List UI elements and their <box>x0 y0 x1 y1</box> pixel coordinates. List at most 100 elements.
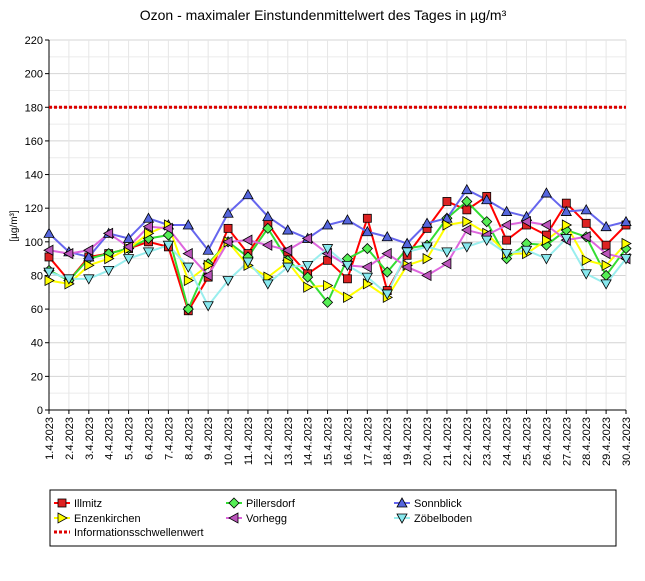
data-point-zöbelboden <box>103 266 115 277</box>
data-point-illmitz <box>362 213 372 223</box>
y-tick-label: 160 <box>25 136 43 148</box>
y-tick-label: 200 <box>25 69 43 81</box>
data-point-pillersdorf <box>262 222 274 234</box>
y-tick-label: 80 <box>31 270 43 282</box>
data-point-sonnblick <box>620 215 632 227</box>
data-point-zöbelboden <box>43 267 55 278</box>
x-tick-label: 1.4.2023 <box>44 417 56 460</box>
data-point-illmitz <box>601 240 611 250</box>
data-point-pillersdorf <box>182 303 194 315</box>
data-point-zöbelboden <box>63 274 75 285</box>
axes: 0 20 40 60 80 100 120 140 160 180 200 220 1.4.2023 2.… <box>25 35 633 466</box>
data-point-sonnblick <box>381 230 393 242</box>
y-tick-label: 100 <box>25 237 43 249</box>
data-point-zöbelboden <box>142 247 155 258</box>
x-tick-label: 25.4.2023 <box>522 417 534 466</box>
x-tick-label: 27.4.2023 <box>561 417 573 466</box>
data-point-vorhegg <box>82 244 94 256</box>
data-point-zöbelboden <box>301 260 314 272</box>
data-point-zöbelboden <box>481 235 493 246</box>
x-tick-label: 5.4.2023 <box>124 417 136 460</box>
data-point-sonnblick <box>142 212 155 223</box>
data-point-vorhegg <box>461 224 472 236</box>
data-point-zöbelboden <box>500 249 513 260</box>
data-point-zöbelboden <box>182 262 194 273</box>
x-tick-label: 12.4.2023 <box>263 417 275 466</box>
data-point-enzenkirchen <box>343 291 354 303</box>
x-tick-label: 22.4.2023 <box>462 417 474 466</box>
series-markers <box>43 183 632 316</box>
data-point-sonnblick <box>341 214 354 225</box>
x-tick-label: 26.4.2023 <box>541 417 553 466</box>
data-point-vorhegg <box>580 231 591 243</box>
data-point-zöbelboden <box>361 272 374 283</box>
legend-label-threshold: Informationsschwellenwert <box>74 527 204 539</box>
legend-label-zöbelboden: Zöbelboden <box>414 513 472 525</box>
data-point-zöbelboden <box>282 262 294 273</box>
data-point-zöbelboden <box>580 269 592 280</box>
data-point-vorhegg <box>381 247 392 260</box>
x-tick-label: 16.4.2023 <box>342 417 354 466</box>
data-point-enzenkirchen <box>561 219 573 231</box>
data-point-pillersdorf <box>302 271 314 283</box>
data-point-zöbelboden <box>242 257 254 268</box>
x-tick-label: 9.4.2023 <box>203 417 215 460</box>
data-point-enzenkirchen <box>303 281 314 293</box>
data-point-vorhegg <box>421 269 432 282</box>
data-point-zöbelboden <box>441 247 453 258</box>
data-point-sonnblick <box>222 207 234 218</box>
x-tick-label: 15.4.2023 <box>323 417 335 466</box>
data-point-vorhegg <box>102 227 114 240</box>
x-tick-label: 7.4.2023 <box>163 417 175 460</box>
data-point-illmitz <box>462 205 472 215</box>
data-point-pillersdorf <box>381 266 393 278</box>
data-point-enzenkirchen <box>323 279 334 292</box>
data-point-sonnblick <box>580 204 592 215</box>
data-point-vorhegg <box>202 269 213 282</box>
x-tick-label: 30.4.2023 <box>621 417 633 466</box>
data-point-illmitz <box>223 223 233 233</box>
x-tick-label: 17.4.2023 <box>362 417 374 466</box>
legend-marker-illmitz <box>57 498 67 508</box>
series-line-zöbelboden <box>48 237 627 307</box>
x-tick-label: 6.4.2023 <box>143 417 155 460</box>
legend-label-illmitz: Illmitz <box>74 498 102 510</box>
data-point-zöbelboden <box>560 234 572 245</box>
x-tick-label: 13.4.2023 <box>283 417 295 466</box>
legend-label-enzenkirchen: Enzenkirchen <box>74 513 141 525</box>
data-point-vorhegg <box>520 215 531 228</box>
y-tick-label: 40 <box>31 338 43 350</box>
x-tick-label: 21.4.2023 <box>442 417 454 466</box>
data-point-enzenkirchen <box>183 274 195 287</box>
data-point-vorhegg <box>182 247 193 260</box>
legend-label-sonnblick: Sonnblick <box>414 498 462 510</box>
data-point-sonnblick <box>500 205 513 216</box>
y-tick-label: 220 <box>25 35 43 47</box>
data-point-vorhegg <box>281 244 293 256</box>
data-point-sonnblick <box>421 217 433 228</box>
data-point-vorhegg <box>242 234 253 246</box>
data-point-zöbelboden <box>401 247 413 258</box>
data-point-zöbelboden <box>262 279 274 290</box>
data-point-sonnblick <box>321 219 334 230</box>
y-tick-label: 140 <box>25 170 43 182</box>
data-point-zöbelboden <box>600 279 612 290</box>
data-point-zöbelboden <box>381 289 393 300</box>
data-point-sonnblick <box>401 237 413 248</box>
data-point-sonnblick <box>481 193 493 205</box>
data-point-enzenkirchen <box>462 215 473 228</box>
data-point-sonnblick <box>282 224 294 235</box>
legend: Illmitz Pillersdorf Sonnblick Enzenkirchen V… <box>49 489 617 547</box>
data-point-sonnblick <box>461 183 473 195</box>
data-point-pillersdorf <box>361 242 373 255</box>
x-tick-label: 10.4.2023 <box>223 417 235 466</box>
x-tick-label: 24.4.2023 <box>502 417 514 466</box>
data-point-zöbelboden <box>202 301 214 312</box>
x-tick-label: 4.4.2023 <box>104 417 116 460</box>
data-point-sonnblick <box>600 220 612 232</box>
data-point-vorhegg <box>63 247 74 260</box>
data-point-sonnblick <box>361 225 374 237</box>
data-point-zöbelboden <box>122 254 135 265</box>
